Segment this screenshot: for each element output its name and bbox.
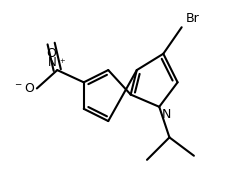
Text: O: O bbox=[46, 47, 56, 60]
Text: Br: Br bbox=[186, 12, 200, 25]
Text: $^+$: $^+$ bbox=[58, 58, 67, 68]
Text: N: N bbox=[47, 56, 56, 69]
Text: N: N bbox=[161, 108, 171, 121]
Text: $^-$O: $^-$O bbox=[14, 82, 36, 95]
